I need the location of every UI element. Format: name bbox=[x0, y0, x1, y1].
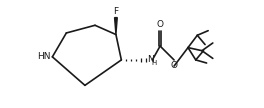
Text: O: O bbox=[171, 61, 178, 70]
Text: O: O bbox=[157, 20, 164, 29]
Text: F: F bbox=[113, 7, 119, 16]
Text: N: N bbox=[147, 55, 154, 64]
Text: HN: HN bbox=[37, 52, 51, 61]
Text: H: H bbox=[151, 60, 157, 66]
Polygon shape bbox=[115, 18, 117, 35]
